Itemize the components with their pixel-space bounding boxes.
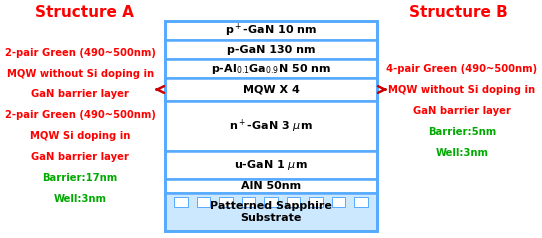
Bar xyxy=(175,197,188,208)
Bar xyxy=(165,78,377,101)
Text: MQW X 4: MQW X 4 xyxy=(243,84,299,94)
Text: u-GaN 1 $\mu$m: u-GaN 1 $\mu$m xyxy=(234,158,308,172)
Bar xyxy=(287,197,300,208)
Text: 2-pair Green (490~500nm): 2-pair Green (490~500nm) xyxy=(5,110,156,120)
Text: Structure A: Structure A xyxy=(35,5,133,20)
Bar xyxy=(165,178,377,193)
Bar xyxy=(197,197,210,208)
Text: Barrier:5nm: Barrier:5nm xyxy=(428,127,496,137)
Bar xyxy=(165,59,377,78)
Text: Structure B: Structure B xyxy=(409,5,507,20)
Bar xyxy=(354,197,367,208)
Text: p-Al$_{0.1}$Ga$_{0.9}$N 50 nm: p-Al$_{0.1}$Ga$_{0.9}$N 50 nm xyxy=(211,62,331,75)
Text: AlN 50nm: AlN 50nm xyxy=(241,181,301,191)
Text: GaN barrier layer: GaN barrier layer xyxy=(31,89,129,99)
Text: 2-pair Green (490~500nm): 2-pair Green (490~500nm) xyxy=(5,48,156,58)
Bar xyxy=(332,197,345,208)
Bar xyxy=(165,193,377,231)
Text: GaN barrier layer: GaN barrier layer xyxy=(413,106,511,116)
Text: MQW Si doping in: MQW Si doping in xyxy=(30,131,131,141)
Bar xyxy=(165,40,377,59)
Bar xyxy=(165,21,377,231)
Text: GaN barrier layer: GaN barrier layer xyxy=(31,152,129,162)
Text: Well:3nm: Well:3nm xyxy=(54,194,107,204)
Bar xyxy=(309,197,323,208)
Text: Patterned Sapphire
Substrate: Patterned Sapphire Substrate xyxy=(210,201,332,223)
Bar xyxy=(165,151,377,178)
Bar xyxy=(165,21,377,40)
Text: Well:3nm: Well:3nm xyxy=(435,148,488,158)
Bar xyxy=(264,197,278,208)
Text: p$^+$-GaN 10 nm: p$^+$-GaN 10 nm xyxy=(225,22,317,40)
Bar xyxy=(165,101,377,151)
Text: MQW without Si doping in: MQW without Si doping in xyxy=(388,85,535,95)
Bar xyxy=(242,197,255,208)
Text: Barrier:17nm: Barrier:17nm xyxy=(43,173,118,183)
Text: p-GaN 130 nm: p-GaN 130 nm xyxy=(227,45,315,55)
Bar xyxy=(219,197,233,208)
Text: 4-pair Green (490~500nm): 4-pair Green (490~500nm) xyxy=(386,64,537,74)
Text: MQW without Si doping in: MQW without Si doping in xyxy=(7,69,154,79)
Text: n$^+$-GaN 3 $\mu$m: n$^+$-GaN 3 $\mu$m xyxy=(229,118,313,135)
